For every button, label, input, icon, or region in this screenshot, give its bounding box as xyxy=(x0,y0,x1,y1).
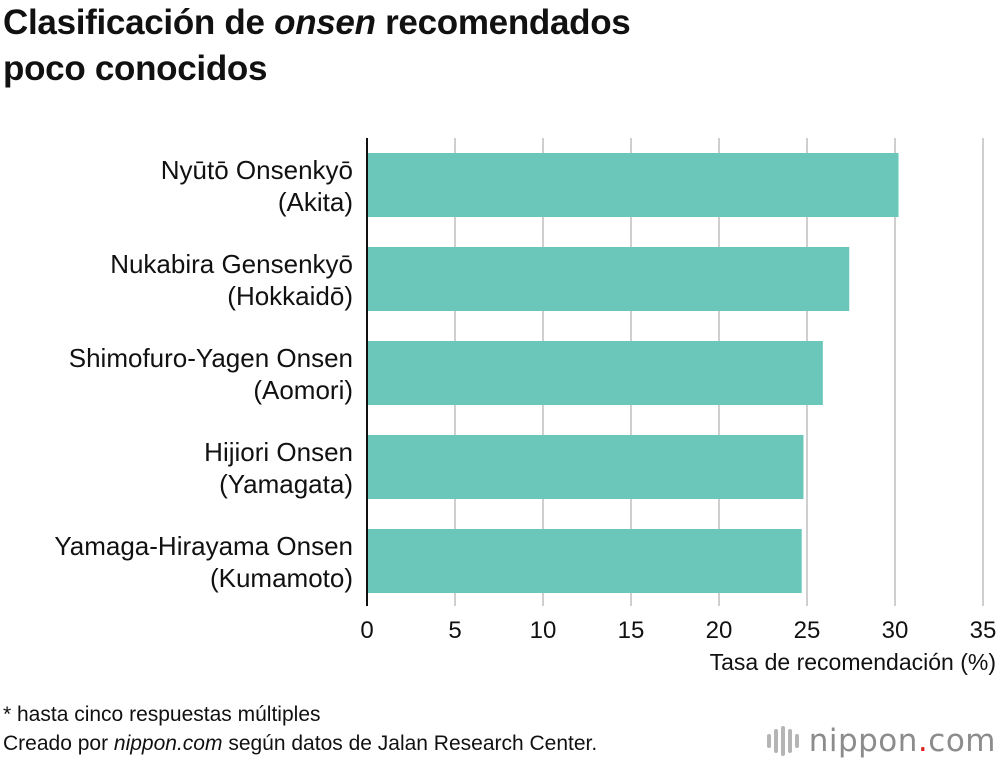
category-label-line: Hijiori Onsen xyxy=(204,437,353,467)
source-credit: Creado por nippon.com según datos de Jal… xyxy=(3,730,597,757)
category-label: Nyūtō Onsenkyō (Akita) xyxy=(161,155,353,217)
chart-title: Clasificación de onsen recomendados poco … xyxy=(3,0,631,92)
category-label-line: Nyūtō Onsenkyō xyxy=(161,155,353,185)
category-label-line: (Aomori) xyxy=(253,375,353,405)
footnote-text: * hasta cinco respuestas múltiples xyxy=(3,703,321,726)
category-label: Nukabira Gensenkyō (Hokkaidō) xyxy=(110,249,353,311)
category-label-line: (Kumamoto) xyxy=(210,563,353,593)
title-text-after: recomendados poco conocidos xyxy=(3,3,631,88)
category-label-line: Shimofuro-Yagen Onsen xyxy=(69,343,353,373)
logo-bars-icon xyxy=(766,726,799,756)
bar-1 xyxy=(367,153,899,217)
category-label-line: Nukabira Gensenkyō xyxy=(110,249,353,279)
title-text-emphasis: onsen xyxy=(274,3,376,42)
credit-text-emphasis: nippon.com xyxy=(113,732,223,755)
credit-text-after: según datos de Jalan Research Center. xyxy=(222,732,598,755)
x-tick-label: 10 xyxy=(530,617,557,644)
logo-dot: . xyxy=(917,723,929,759)
bar-5 xyxy=(367,529,802,593)
category-label-line: (Hokkaidō) xyxy=(227,281,353,311)
x-tick-label: 35 xyxy=(970,617,997,644)
title-text-before: Clasificación de xyxy=(3,3,275,42)
bar-3 xyxy=(367,341,823,405)
x-tick-label: 20 xyxy=(706,617,733,644)
x-tick-label: 15 xyxy=(618,617,645,644)
x-axis-label: Tasa de recomendación (%) xyxy=(710,649,996,675)
footnote: * hasta cinco respuestas múltiples xyxy=(3,701,321,728)
category-label-line: (Akita) xyxy=(278,187,353,217)
x-tick-label: 0 xyxy=(360,617,373,644)
logo-wordmark: nippon.com xyxy=(809,723,996,759)
logo-name: nippon xyxy=(808,723,918,759)
x-tick-label: 30 xyxy=(882,617,909,644)
bar-chart: Nyūtō Onsenkyō (Akita)Nukabira Gensenkyō(… xyxy=(54,138,997,675)
logo-tld: com xyxy=(928,723,996,759)
x-tick-label: 5 xyxy=(448,617,461,644)
x-tick-label: 25 xyxy=(794,617,821,644)
category-label-line: Yamaga-Hirayama Onsen xyxy=(54,531,353,561)
credit-text-before: Creado por xyxy=(3,732,114,755)
category-label: Shimofuro-Yagen Onsen (Aomori) xyxy=(69,343,353,405)
bar-4 xyxy=(367,435,804,499)
bar-2 xyxy=(367,247,850,311)
category-label: Yamaga-Hirayama Onsen (Kumamoto) xyxy=(54,531,353,593)
nippon-logo: nippon.com xyxy=(766,723,996,759)
category-label-line: (Yamagata) xyxy=(219,469,353,499)
category-label: Hijiori Onsen (Yamagata) xyxy=(204,437,353,499)
